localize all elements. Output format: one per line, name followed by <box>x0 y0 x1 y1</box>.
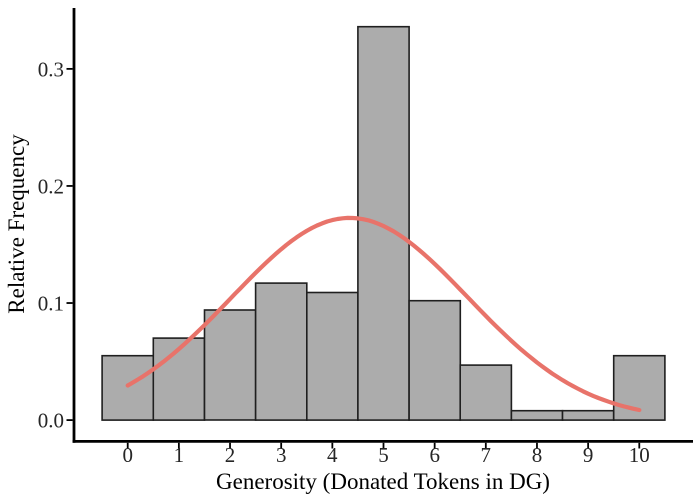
histogram-bar <box>357 25 410 421</box>
y-tick-label: 0.0 <box>38 409 64 433</box>
histogram-bar <box>203 309 257 421</box>
histogram-bar <box>561 409 615 421</box>
histogram-bar <box>305 291 359 421</box>
y-axis-title: Relative Frequency <box>4 134 29 314</box>
x-tick-label: 10 <box>629 443 650 467</box>
y-tick-label: 0.3 <box>38 57 64 81</box>
x-tick-label: 8 <box>532 443 543 467</box>
x-tick-label: 5 <box>378 443 389 467</box>
x-tick-label: 3 <box>276 443 287 467</box>
x-tick-label: 2 <box>225 443 236 467</box>
x-tick-label: 4 <box>327 443 338 467</box>
x-tick-label: 9 <box>583 443 594 467</box>
plot-layer: 0 1 2 3 4 5 6 7 8 9 10 0.0 0.1 0.2 0.3 <box>38 8 693 467</box>
histogram-bar <box>510 409 564 421</box>
x-tick-label: 6 <box>429 443 440 467</box>
y-tick-label: 0.2 <box>38 175 64 199</box>
histogram-bar <box>254 282 308 421</box>
x-tick-label: 7 <box>481 443 492 467</box>
density-curve <box>125 215 642 413</box>
y-tick-label: 0.1 <box>38 292 64 316</box>
histogram-bar <box>408 299 462 421</box>
histogram-bar <box>459 364 513 421</box>
x-tick-label: 1 <box>174 443 185 467</box>
histogram-bar <box>101 354 155 421</box>
x-tick-label: 0 <box>122 443 133 467</box>
x-axis-title: Generosity (Donated Tokens in DG) <box>216 469 550 494</box>
